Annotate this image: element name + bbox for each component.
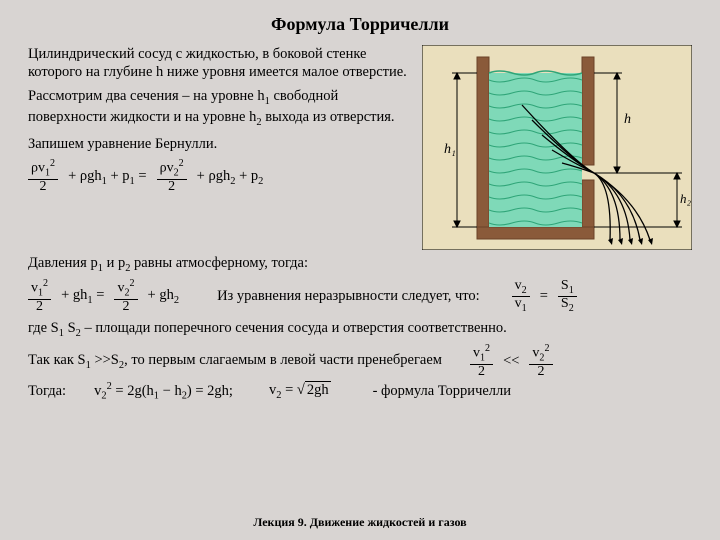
label-h1: h₁ <box>444 142 456 157</box>
bernoulli-equation: ρv12 2 + ρgh1 + p1 = ρv22 2 + ρgh2 + p2 <box>28 159 412 195</box>
intro-text: Цилиндрический сосуд с жидкостью, в боко… <box>28 45 412 250</box>
paragraph-2: Рассмотрим два сечения – на уровне h1 св… <box>28 87 412 129</box>
label-h: h <box>624 112 631 127</box>
areas-line: где S1 S2 – площади поперечного сечения … <box>28 319 692 340</box>
pressure-line: Давления p1 и p2 равны атмосферному, тог… <box>28 254 692 275</box>
lecture-footer: Лекция 9. Движение жидкостей и газов <box>0 515 720 530</box>
vessel-diagram: h₁ h h₂ <box>422 45 692 250</box>
neglect-line: Так как S1 >>S2, то первым слагаемым в л… <box>28 344 692 380</box>
paragraph-1: Цилиндрический сосуд с жидкостью, в боко… <box>28 45 412 81</box>
label-h2: h₂ <box>680 191 692 206</box>
final-row: Тогда: v22 = 2g(h1 − h2) = 2gh; v2 = √2g… <box>28 381 692 402</box>
page-title: Формула Торричелли <box>28 14 692 35</box>
bernoulli-label: Запишем уравнение Бернулли. <box>28 135 412 153</box>
simplified-equation: v12 2 + gh1 = v22 2 + gh2 Из уравнения н… <box>28 279 692 315</box>
